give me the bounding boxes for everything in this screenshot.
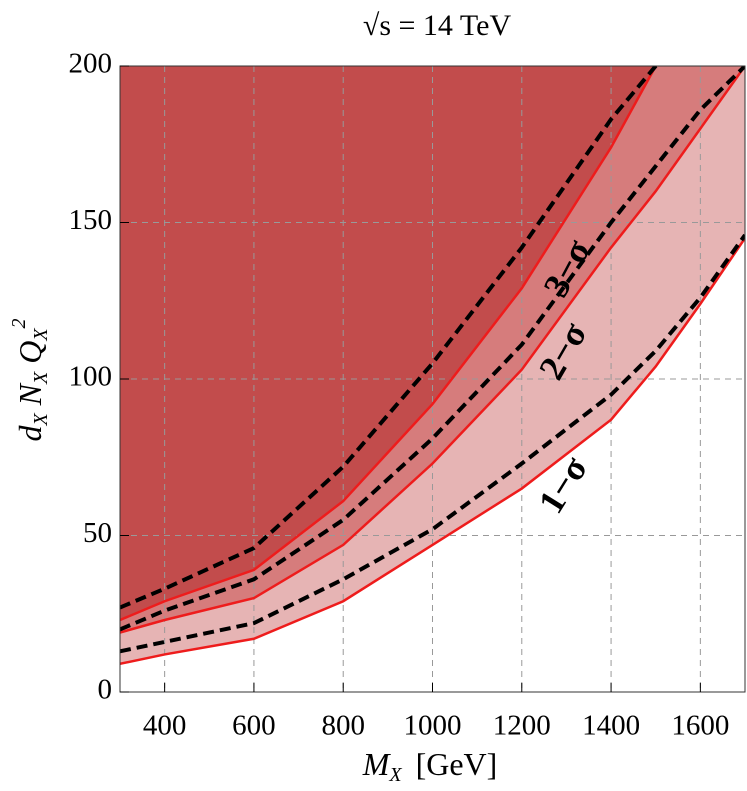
plot-area <box>120 66 745 692</box>
y-tick-label: 100 <box>69 361 113 393</box>
label-part: [GeV] <box>416 746 498 782</box>
x-tick-label: 600 <box>232 710 276 742</box>
label-part: M <box>362 746 392 782</box>
y-tick-label: 50 <box>83 517 112 549</box>
label-part: X <box>30 371 52 385</box>
x-tick-label: 800 <box>321 710 365 742</box>
solid-line <box>120 66 658 622</box>
label-part: 2 <box>8 318 30 328</box>
y-axis-label: dXNXQX2 <box>8 318 52 441</box>
x-tick-label: 1400 <box>582 710 640 742</box>
chart-title: √s = 14 TeV <box>363 9 512 42</box>
x-tick-label: 1600 <box>671 710 729 742</box>
dashed-line <box>120 233 745 654</box>
label-part: X <box>30 328 52 342</box>
y-tick-label: 0 <box>98 674 113 706</box>
x-tick-label: 1200 <box>493 710 551 742</box>
label-part: X <box>30 413 52 427</box>
x-tick-label: 400 <box>143 710 187 742</box>
x-axis-label: MX [GeV] <box>362 746 498 785</box>
label-part: X <box>388 764 402 786</box>
dashed-line <box>120 66 659 610</box>
solid-line <box>120 66 745 634</box>
dashed-line <box>120 66 745 632</box>
solid-line <box>120 237 745 666</box>
label-part: d <box>12 425 48 442</box>
label-part: Q <box>12 341 48 364</box>
x-tick-label: 1000 <box>404 710 462 742</box>
y-tick-label: 150 <box>69 204 113 236</box>
region-fill <box>120 66 656 621</box>
y-tick-label: 200 <box>69 48 113 80</box>
label-part: N <box>12 382 48 406</box>
